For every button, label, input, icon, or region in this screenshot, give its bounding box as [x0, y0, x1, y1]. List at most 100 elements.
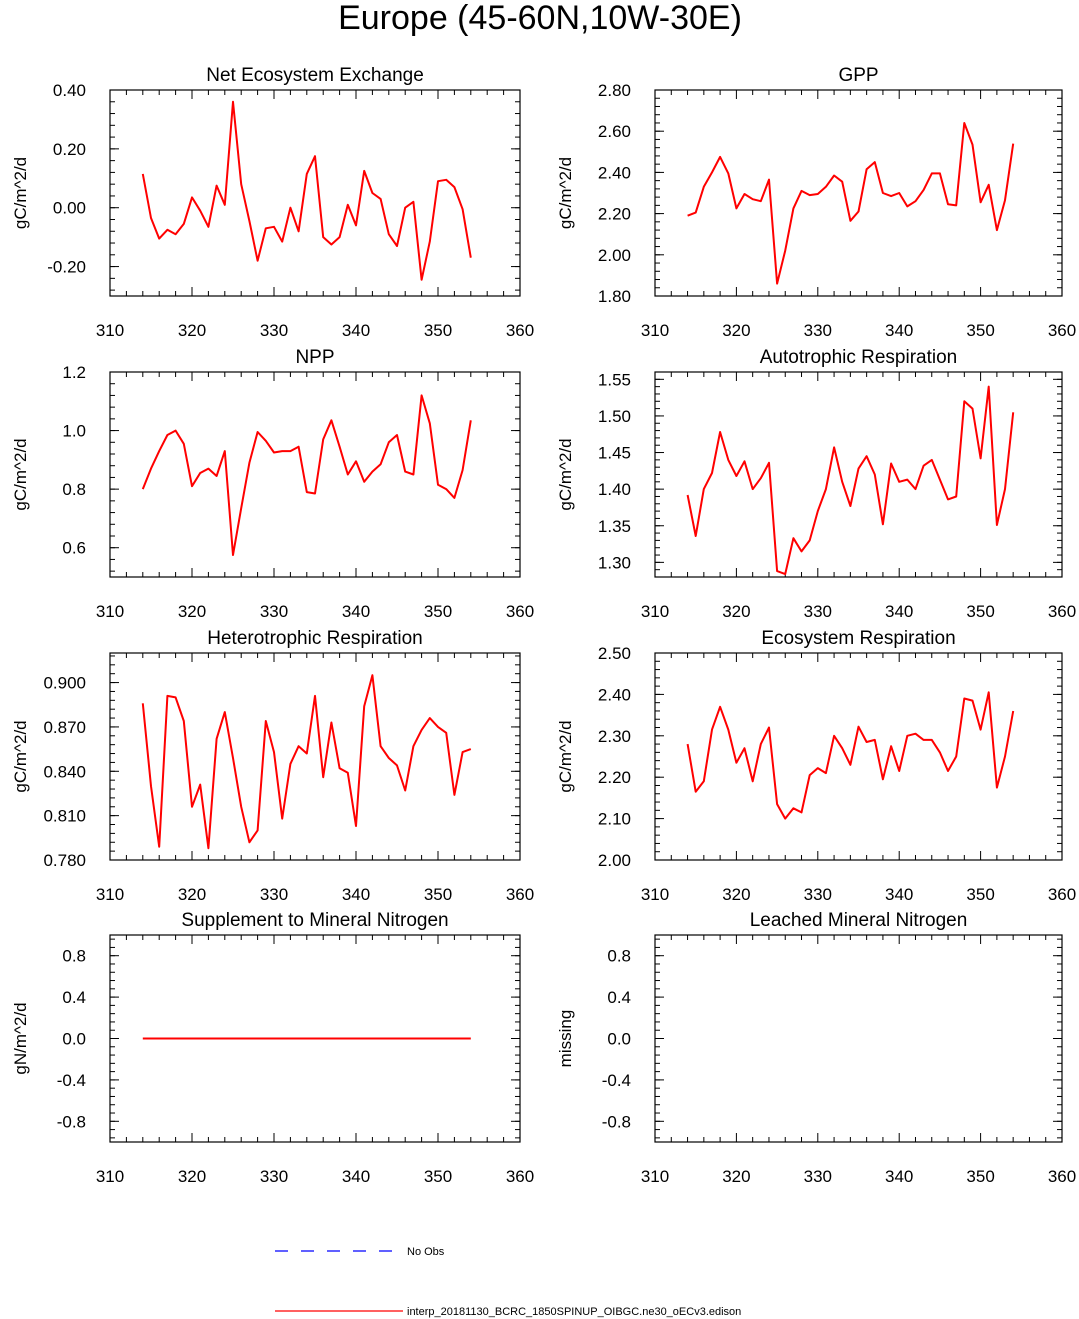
y-tick-label: 0.20: [53, 140, 86, 159]
y-tick-label: 0.00: [53, 199, 86, 218]
plot-frame: [654, 934, 1063, 1143]
panel-title: Supplement to Mineral Nitrogen: [181, 910, 448, 931]
x-tick-label: 310: [96, 1167, 124, 1186]
y-tick-label: 0.8: [62, 947, 86, 966]
panel-1: Net Ecosystem Exchange gC/m^2/d 310 320 330 3…: [11, 65, 534, 340]
x-tick-label: 360: [1048, 321, 1076, 340]
y-tick-label: 1.55: [598, 370, 631, 389]
y-tick-label: 1.50: [598, 407, 631, 426]
y-tick-label: 1.40: [598, 480, 631, 499]
x-tick-label: 320: [178, 321, 206, 340]
plot-frame: [109, 89, 521, 297]
y-tick-label: 0.900: [43, 674, 86, 693]
y-tick-label: 2.20: [598, 205, 631, 224]
panel-title: GPP: [838, 65, 878, 86]
x-tick-label: 310: [96, 602, 124, 621]
panel-title: Net Ecosystem Exchange: [206, 65, 424, 86]
y-tick-label: 1.2: [62, 363, 86, 382]
x-tick-label: 350: [424, 321, 452, 340]
x-tick-label: 350: [966, 321, 994, 340]
panels: Net Ecosystem Exchange gC/m^2/d 310 320 330 3…: [11, 65, 1076, 1186]
legend-label-model: interp_20181130_BCRC_1850SPINUP_OIBGC.ne…: [407, 1306, 741, 1318]
y-axis-label: gC/m^2/d: [556, 438, 575, 510]
x-tick-label: 320: [178, 602, 206, 621]
x-tick-label: 330: [260, 602, 288, 621]
plot-frame: [654, 652, 1063, 861]
panel-2: GPP gC/m^2/d 310 320 330 340 350 360 1.80 2.00 2.2…: [556, 65, 1076, 340]
x-tick-label: 320: [722, 602, 750, 621]
panel-title: Ecosystem Respiration: [761, 628, 955, 649]
x-tick-label: 320: [178, 885, 206, 904]
y-tick-label: 0.0: [607, 1030, 631, 1049]
y-tick-label: -0.4: [602, 1071, 631, 1090]
x-tick-label: 330: [260, 1167, 288, 1186]
x-tick-label: 360: [1048, 602, 1076, 621]
x-tick-label: 350: [966, 1167, 994, 1186]
x-tick-label: 340: [342, 602, 370, 621]
plot-frame: [654, 371, 1063, 578]
y-tick-label: 0.4: [607, 988, 631, 1007]
series-line: [141, 674, 472, 850]
x-tick-label: 330: [804, 885, 832, 904]
x-tick-label: 320: [722, 885, 750, 904]
panel-5: Heterotrophic Respiration gC/m^2/d 310 320 3…: [11, 628, 534, 904]
y-axis-label: gC/m^2/d: [11, 720, 30, 792]
y-tick-label: 2.00: [598, 851, 631, 870]
plot-frame: [109, 371, 521, 578]
y-tick-label: 2.30: [598, 727, 631, 746]
x-tick-label: 320: [722, 321, 750, 340]
y-tick-label: 2.10: [598, 810, 631, 829]
y-tick-label: 2.40: [598, 163, 631, 182]
series-line: [686, 385, 1015, 576]
x-tick-label: 360: [506, 602, 534, 621]
y-tick-label: 0.870: [43, 718, 86, 737]
y-tick-label: 0.840: [43, 762, 86, 781]
series-line: [686, 691, 1015, 820]
plot-frame: [654, 89, 1063, 297]
y-tick-label: 2.80: [598, 81, 631, 100]
x-tick-label: 360: [506, 885, 534, 904]
y-tick-label: -0.4: [57, 1071, 86, 1090]
x-tick-label: 320: [722, 1167, 750, 1186]
x-tick-label: 340: [885, 1167, 913, 1186]
x-tick-label: 330: [260, 885, 288, 904]
y-tick-label: -0.8: [57, 1112, 86, 1131]
y-tick-label: 2.40: [598, 685, 631, 704]
panel-4: Autotrophic Respiration gC/m^2/d 310 320 330…: [556, 347, 1076, 621]
x-tick-label: 340: [342, 321, 370, 340]
y-tick-label: 1.30: [598, 553, 631, 572]
x-tick-label: 360: [1048, 1167, 1076, 1186]
panel-3: NPP gC/m^2/d 310 320 330 340 350 360 0.6 0.8 1.0 1.…: [11, 347, 534, 621]
y-tick-label: 1.45: [598, 444, 631, 463]
y-tick-label: 0.8: [607, 947, 631, 966]
y-tick-label: 1.35: [598, 517, 631, 536]
x-tick-label: 310: [641, 1167, 669, 1186]
legend: No Obs interp_20181130_BCRC_1850SPINUP_O…: [275, 1246, 741, 1318]
x-tick-label: 310: [641, 885, 669, 904]
x-tick-label: 350: [966, 602, 994, 621]
y-tick-label: 2.20: [598, 768, 631, 787]
y-tick-label: 1.0: [62, 422, 86, 441]
figure-title: Europe (45-60N,10W-30E): [338, 0, 742, 37]
series-line: [141, 394, 472, 556]
x-tick-label: 360: [1048, 885, 1076, 904]
x-tick-label: 340: [342, 885, 370, 904]
y-tick-label: -0.8: [602, 1112, 631, 1131]
x-tick-label: 330: [260, 321, 288, 340]
panel-7: Supplement to Mineral Nitrogen gN/m^2/d 31…: [11, 910, 534, 1186]
panel-title: Leached Mineral Nitrogen: [750, 910, 968, 931]
panel-8: Leached Mineral Nitrogen missing 310 320 330…: [556, 910, 1076, 1186]
y-tick-label: 0.4: [62, 988, 86, 1007]
y-axis-label: gC/m^2/d: [556, 720, 575, 792]
panel-title: NPP: [295, 347, 334, 368]
x-tick-label: 310: [96, 321, 124, 340]
series-line: [141, 100, 472, 281]
x-tick-label: 310: [96, 885, 124, 904]
y-tick-label: 0.780: [43, 851, 86, 870]
series-line: [687, 122, 1015, 285]
y-axis-label: gN/m^2/d: [11, 1002, 30, 1074]
x-tick-label: 350: [966, 885, 994, 904]
y-tick-label: 2.50: [598, 644, 631, 663]
x-tick-label: 320: [178, 1167, 206, 1186]
